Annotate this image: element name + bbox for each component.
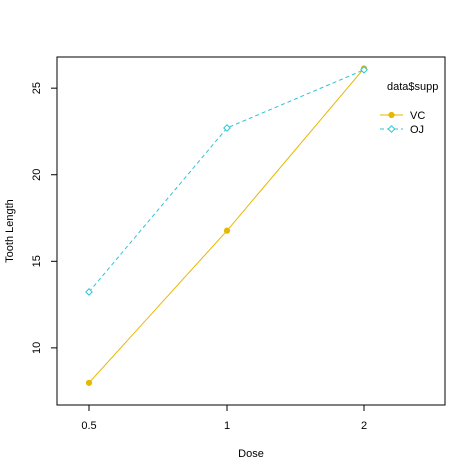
series-oj-point <box>223 124 231 132</box>
series-layer <box>85 65 368 386</box>
series-oj <box>85 65 368 296</box>
y-tick-label: 25 <box>31 82 43 94</box>
x-axis: 0.5 1 2 <box>81 405 367 432</box>
y-tick-label: 20 <box>31 169 43 181</box>
series-oj-point <box>360 65 368 74</box>
legend-title: data$supp <box>387 81 438 93</box>
series-oj-point <box>85 288 93 296</box>
x-axis-title: Dose <box>238 448 264 460</box>
legend: data$supp VC OJ <box>380 81 438 136</box>
legend-swatch-marker <box>388 111 395 119</box>
y-tick-label: 10 <box>31 342 43 354</box>
legend-label-vc: VC <box>410 110 425 122</box>
legend-entry-vc: VC <box>380 110 425 122</box>
y-axis-title: Tooth Length <box>4 199 16 263</box>
legend-swatch-marker <box>387 125 396 133</box>
series-oj-line <box>88 69 365 293</box>
y-tick-label: 15 <box>31 255 43 267</box>
x-tick-label: 2 <box>361 420 367 432</box>
plot-frame <box>56 56 446 406</box>
x-tick-label: 1 <box>224 420 230 432</box>
series-vc-point <box>85 379 93 386</box>
x-tick-label: 0.5 <box>81 420 96 432</box>
legend-label-oj: OJ <box>410 124 424 136</box>
y-axis: 10 15 20 25 <box>31 82 57 354</box>
legend-entry-oj: OJ <box>380 124 424 136</box>
series-vc-point <box>223 227 231 234</box>
